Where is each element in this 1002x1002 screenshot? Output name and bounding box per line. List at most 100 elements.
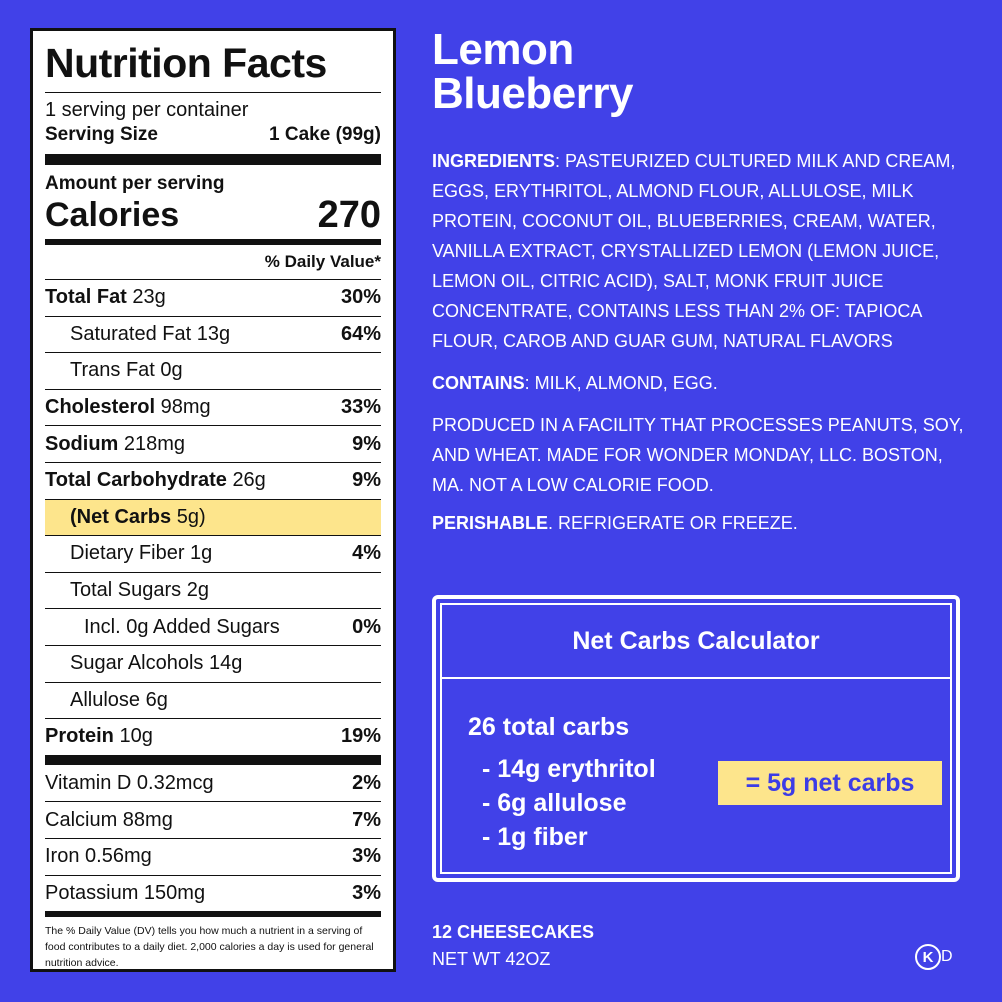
nutrient-row: Total Fat 23g 30% <box>45 279 381 316</box>
nutrient: Dietary Fiber 1g <box>45 542 212 565</box>
nutrient-amount: 2g <box>186 579 209 602</box>
nutrient-amount: 218mg <box>123 432 186 455</box>
daily-value: 19% <box>340 725 381 748</box>
daily-value: 4% <box>352 542 381 565</box>
vitamin-name: Potassium 150mg <box>45 881 206 904</box>
nutrient-name: Allulose <box>70 688 141 711</box>
subtraction: - 14g erythritol <box>482 755 656 783</box>
daily-value: 3% <box>352 881 381 904</box>
nutrient-amount: 23g <box>132 286 166 309</box>
net-carbs-result: = 5g net carbs <box>718 761 942 805</box>
nutrient-row: (Net Carbs 5g) <box>45 498 381 536</box>
nutrient: Total Fat 23g <box>45 286 166 309</box>
nutrient-name: Incl. 0g Added Sugars <box>84 615 280 638</box>
daily-value: 30% <box>340 286 381 309</box>
product-info: Lemon Blueberry INGREDIENTS: PASTEURIZED… <box>432 28 972 538</box>
medium-bar <box>45 239 381 245</box>
nutrient-name: Total Fat <box>45 286 127 309</box>
serving-size: Serving Size 1 Cake (99g) <box>45 124 381 146</box>
nutrient-amount: 6g <box>145 688 168 711</box>
vitamin-row: Calcium 88mg 7% <box>45 801 381 838</box>
nutrient-amount: 98mg <box>160 396 211 419</box>
nutrient: Sodium 218mg <box>45 433 185 456</box>
nutrient-amount: 10g <box>119 725 153 748</box>
net-carbs-calculator: Net Carbs Calculator 26 total carbs - 14… <box>432 595 960 882</box>
footnote: The % Daily Value (DV) tells you how muc… <box>45 925 374 970</box>
nutrient: Total Carbohydrate 26g <box>45 469 266 492</box>
amount-per-serving: Amount per serving <box>45 173 381 195</box>
nutrient-amount: 5g) <box>176 505 206 528</box>
nutrient-amount: 1g <box>190 542 213 565</box>
calories-label: Calories <box>45 195 180 234</box>
nutrient-row: Protein 10g 19% <box>45 718 381 755</box>
servings-text: 1 serving per container <box>45 99 249 121</box>
perishable: PERISHABLE. REFRIGERATE OR FREEZE. <box>432 508 972 538</box>
nutrient-amount: 13g <box>196 322 231 345</box>
vitamin-name: Iron 0.56mg <box>45 845 152 868</box>
nutrient-row: Trans Fat 0g <box>45 352 381 389</box>
nutrient-name: Saturated Fat <box>70 322 192 345</box>
ingredients-label: INGREDIENTS <box>432 151 556 171</box>
logo-circle: K <box>915 944 941 970</box>
nutrient-name: (Net Carbs <box>70 505 172 528</box>
contains: CONTAINS: MILK, ALMOND, EGG. <box>432 368 972 398</box>
calculator-body: 26 total carbs - 14g erythritol - 6g all… <box>440 677 952 874</box>
facility: PRODUCED IN A FACILITY THAT PROCESSES PE… <box>432 415 964 495</box>
nutrient-name: Cholesterol <box>45 396 156 419</box>
calculator-title: Net Carbs Calculator <box>440 603 952 677</box>
nutrient: Saturated Fat 13g <box>45 323 230 346</box>
serving-size-label: Serving Size <box>45 124 158 145</box>
nutrient-row: Cholesterol 98mg 33% <box>45 388 381 426</box>
calories-value: 270 <box>317 193 381 236</box>
nutrient-name: Sugar Alcohols <box>70 652 204 675</box>
logo-letter: D <box>941 948 953 965</box>
nutrient-row: Saturated Fat 13g 64% <box>45 315 381 353</box>
product-title: Lemon <box>432 25 574 74</box>
thick-bar <box>45 154 381 165</box>
ingredients-text: : PASTEURIZED CULTURED MILK AND CREAM, E… <box>432 151 956 351</box>
nutrient-name: Dietary Fiber <box>70 542 185 565</box>
count: 12 CHEESECAKES <box>432 922 595 942</box>
nutrition-panel: Nutrition Facts 1 serving per container … <box>30 28 396 972</box>
thick-bar <box>45 754 381 765</box>
daily-value: 3% <box>352 845 381 868</box>
daily-value: 9% <box>352 432 381 455</box>
contains-label: CONTAINS <box>432 373 525 393</box>
nutrient-row: Dietary Fiber 1g 4% <box>45 535 381 572</box>
nutrient-name: Total Carbohydrate <box>45 469 227 492</box>
nutrient-row: Total Sugars 2g <box>45 571 381 609</box>
nutrient-row: Sugar Alcohols 14g <box>45 644 381 682</box>
subtraction: - 1g fiber <box>482 823 588 851</box>
calories: Calories 270 <box>45 193 381 236</box>
nutrient: (Net Carbs 5g) <box>45 506 206 529</box>
daily-value: 33% <box>340 396 381 419</box>
vitamin-rows: Vitamin D 0.32mcg 2% Calcium 88mg 7% Iron 0.… <box>45 765 381 911</box>
vitamin-name: Vitamin D 0.32mcg <box>45 771 214 794</box>
amount-label: Amount per serving <box>45 173 225 194</box>
nutrient-name: Total Sugars <box>70 579 182 602</box>
nutrient-row: Allulose 6g <box>45 681 381 719</box>
serving-size-value: 1 Cake (99g) <box>269 124 381 145</box>
nutrient: Allulose 6g <box>45 689 168 712</box>
vitamin-name: Calcium 88mg <box>45 808 173 831</box>
dv-header: % Daily Value* <box>45 245 381 279</box>
medium-bar <box>45 911 381 918</box>
vitamin-row: Vitamin D 0.32mcg 2% <box>45 765 381 802</box>
servings: 1 serving per container <box>45 99 381 122</box>
nutrient-amount: 0g <box>160 359 183 382</box>
daily-value: 64% <box>340 322 381 345</box>
ingredients: INGREDIENTS: PASTEURIZED CULTURED MILK A… <box>432 146 972 356</box>
perishable-text: . REFRIGERATE OR FREEZE. <box>548 513 798 533</box>
vitamin-row: Iron 0.56mg 3% <box>45 837 381 875</box>
daily-value: 9% <box>352 469 381 492</box>
daily-value: 0% <box>352 615 381 638</box>
nutrient: Protein 10g <box>45 725 153 748</box>
net-weight: NET WT 42OZ <box>432 949 551 969</box>
nutrient-amount: 14g <box>208 652 243 675</box>
daily-value: 2% <box>352 771 381 794</box>
subtraction: - 6g allulose <box>482 789 627 817</box>
nutrient: Cholesterol 98mg <box>45 396 211 419</box>
product-title: Blueberry <box>432 69 633 118</box>
